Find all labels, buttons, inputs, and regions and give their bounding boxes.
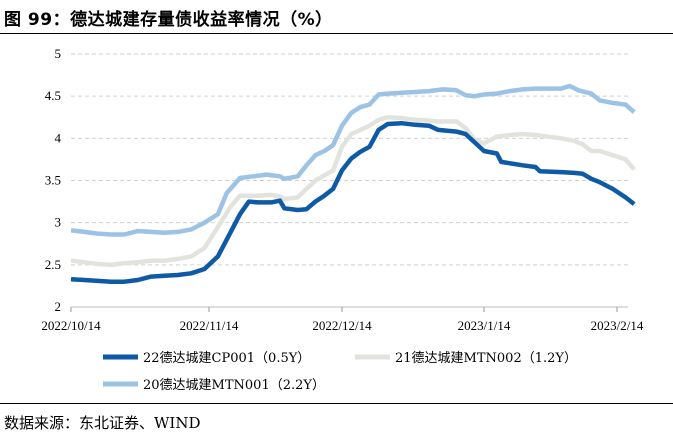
figure-title-bar: 图 99：德达城建存量债收益率情况（%） xyxy=(0,0,673,34)
yield-line-chart: 2 2.5 3 3.5 4 4.5 5 2022/10/14 2022/11/14 2022/12… xyxy=(41,46,643,393)
x-tick-label-2: 2022/12/14 xyxy=(312,318,372,333)
legend: 22德达城建CP001（0.5Y） 21德达城建MTN002（1.2Y） 20德达城… xyxy=(103,351,577,393)
y-tick-label-5: 4.5 xyxy=(45,88,61,103)
series-line-1 xyxy=(70,115,636,268)
y-tick-label-1: 2.5 xyxy=(45,257,61,272)
y-tick-label-6: 5 xyxy=(55,46,62,61)
y-tick-label-0: 2 xyxy=(55,299,62,314)
y-tick-label-3: 3.5 xyxy=(45,173,61,188)
legend-label-1: 21德达城建MTN002（1.2Y） xyxy=(395,351,577,366)
x-tick-label-4: 2023/2/14 xyxy=(591,318,644,333)
y-tick-label-2: 3 xyxy=(55,215,62,230)
axes: 2 2.5 3 3.5 4 4.5 5 2022/10/14 2022/11/14 2022/12… xyxy=(41,46,643,333)
source-bar: 数据来源：东北证券、WIND xyxy=(0,403,673,438)
series-line-2 xyxy=(70,83,636,237)
grid-lines xyxy=(71,53,628,266)
figure-title: 图 99：德达城建存量债收益率情况（%） xyxy=(4,10,333,30)
legend-label-0: 22德达城建CP001（0.5Y） xyxy=(143,351,310,366)
x-tick-label-1: 2022/11/14 xyxy=(180,318,239,333)
series-line-0 xyxy=(70,120,636,284)
legend-label-2: 20德达城建MTN001（2.2Y） xyxy=(143,378,325,393)
x-tick-label-3: 2023/1/14 xyxy=(458,318,511,333)
y-tick-label-4: 4 xyxy=(55,130,62,145)
series-lines xyxy=(70,83,636,284)
data-source: 数据来源：东北证券、WIND xyxy=(4,414,201,432)
x-tick-label-0: 2022/10/14 xyxy=(41,318,101,333)
